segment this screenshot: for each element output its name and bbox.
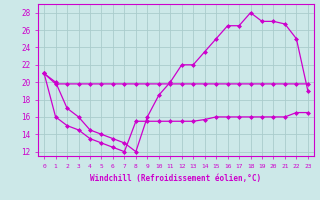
X-axis label: Windchill (Refroidissement éolien,°C): Windchill (Refroidissement éolien,°C): [91, 174, 261, 183]
